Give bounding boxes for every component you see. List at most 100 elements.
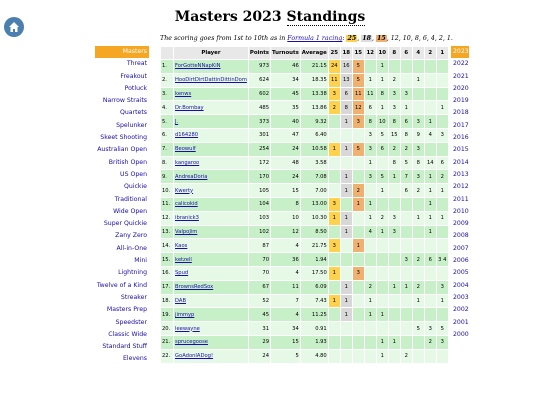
player-link[interactable]: HooDirtDirtDattinDittinDom xyxy=(175,77,247,84)
placement-count-cell xyxy=(435,59,449,74)
player-link[interactable]: Dr.Bombay xyxy=(175,104,204,111)
nav-item-year[interactable]: 2010 xyxy=(453,207,469,215)
nav-item-year[interactable]: 2020 xyxy=(453,84,469,92)
player-link[interactable]: DAB xyxy=(175,297,187,304)
nav-item-year[interactable]: 2016 xyxy=(453,134,469,142)
placement-count-cell xyxy=(327,334,341,350)
nav-item-year[interactable]: 2001 xyxy=(453,318,469,326)
placement-count-cell xyxy=(375,252,389,267)
placement-count-cell: 1 xyxy=(327,293,341,309)
placement-count-cell: 3 xyxy=(435,334,449,350)
turnouts-cell: 24 xyxy=(270,141,301,157)
placement-count-cell: 1 xyxy=(375,334,389,350)
nav-item-tournament[interactable]: Zany Zero xyxy=(115,232,147,240)
nav-item-tournament[interactable]: Streaker xyxy=(120,293,147,301)
nav-item-year[interactable]: 2019 xyxy=(453,97,469,105)
nav-item-tournament[interactable]: British Open xyxy=(108,158,147,166)
nav-item-year[interactable]: 2014 xyxy=(453,158,469,166)
player-link[interactable]: sprucegoose xyxy=(175,339,208,346)
player-cell: BrownsRedSox xyxy=(173,279,249,295)
nav-item-year[interactable]: 2011 xyxy=(453,195,469,203)
player-cell: ibranick3 xyxy=(173,210,249,226)
placement-count-cell xyxy=(399,293,413,309)
player-link[interactable]: jimmyp xyxy=(175,311,195,318)
placement-count-cell xyxy=(339,321,353,336)
player-link[interactable]: calicokid xyxy=(175,201,198,208)
nav-item-year[interactable]: 2007 xyxy=(453,244,469,252)
nav-item-tournament[interactable]: Elevens xyxy=(122,355,147,363)
nav-item-tournament[interactable]: Traditional xyxy=(114,195,147,203)
player-link[interactable]: GoAdonIADog! xyxy=(175,353,214,360)
nav-item-year[interactable]: 2017 xyxy=(453,121,469,129)
nav-item-tournament[interactable]: Quickie xyxy=(123,183,147,191)
nav-item-tournament[interactable]: Masters Prep xyxy=(106,306,147,314)
average-cell: 4.80 xyxy=(299,348,329,364)
nav-item-year[interactable]: 2023 xyxy=(451,46,469,59)
nav-item-year[interactable]: 2000 xyxy=(453,330,469,338)
formula1-link[interactable]: Formula 1 racing xyxy=(287,35,343,42)
player-link[interactable]: ibranick3 xyxy=(175,215,199,222)
rank-cell: 5. xyxy=(160,114,174,129)
nav-item-tournament[interactable]: Mini xyxy=(134,257,147,265)
nav-item-year[interactable]: 2009 xyxy=(453,220,469,228)
placement-count-cell xyxy=(363,334,377,350)
player-link[interactable]: VaIpoJim xyxy=(175,228,198,235)
nav-item-tournament[interactable]: Quartets xyxy=(119,109,147,117)
nav-item-tournament[interactable]: Spelunker xyxy=(116,121,147,129)
player-link[interactable]: kangaroo xyxy=(175,159,200,166)
nav-item-year[interactable]: 2006 xyxy=(453,257,469,265)
table-row: 9. AndreaDoria 170 24 7.08 1 3 5 1 7 3 1 2 xyxy=(160,169,449,185)
player-link[interactable]: d164280 xyxy=(175,132,199,139)
turnouts-cell: 15 xyxy=(270,334,301,350)
nav-item-year[interactable]: 2003 xyxy=(453,293,469,301)
player-link[interactable]: J. xyxy=(175,118,179,125)
player-link[interactable]: leewayne xyxy=(175,325,200,332)
nav-item-tournament[interactable]: Wide Open xyxy=(113,207,147,215)
player-link[interactable]: kenws xyxy=(175,90,192,97)
placement-count-cell: 10 xyxy=(375,114,389,129)
nav-item-year[interactable]: 2004 xyxy=(453,281,469,289)
player-link[interactable]: Kaos xyxy=(175,242,188,249)
player-link[interactable]: BrownsRedSox xyxy=(175,284,214,291)
nav-item-tournament[interactable]: Classic Wide xyxy=(108,330,147,338)
nav-item-year[interactable]: 2021 xyxy=(453,72,469,80)
placement-count-cell xyxy=(411,238,425,254)
placement-count-cell: 1 xyxy=(387,279,401,295)
player-link[interactable]: ketzell xyxy=(175,256,192,263)
placement-count-cell: 8 xyxy=(387,155,401,171)
nav-item-tournament[interactable]: Twelve of a Kind xyxy=(96,281,147,289)
nav-item-tournament[interactable]: Potluck xyxy=(124,84,147,92)
nav-item-tournament[interactable]: US Open xyxy=(120,170,147,178)
points-cell: 102 xyxy=(247,224,272,240)
nav-item-tournament[interactable]: Speedster xyxy=(115,318,147,326)
nav-item-tournament[interactable]: All-in-One xyxy=(116,244,147,252)
home-button[interactable] xyxy=(4,17,24,37)
nav-item-tournament[interactable]: Super Quickie xyxy=(103,220,147,228)
nav-item-tournament[interactable]: Threat xyxy=(126,60,147,68)
nav-item-tournament[interactable]: Freakout xyxy=(120,72,147,80)
placement-count-cell: 6 xyxy=(363,100,377,116)
nav-item-year[interactable]: 2005 xyxy=(453,269,469,277)
nav-item-tournament[interactable]: Narrow Straits xyxy=(102,97,147,105)
player-link[interactable]: ForGotteNNapKiN xyxy=(175,63,221,70)
nav-item-tournament[interactable]: Skeet Shooting xyxy=(100,134,147,142)
player-link[interactable]: Spud xyxy=(175,270,189,277)
nav-item-year[interactable]: 2015 xyxy=(453,146,469,154)
nav-item-tournament[interactable]: Australian Open xyxy=(97,146,147,154)
player-link[interactable]: AndreaDoria xyxy=(175,173,208,180)
placement-count-cell xyxy=(399,307,413,323)
player-link[interactable]: Kwerty xyxy=(175,187,194,194)
nav-item-year[interactable]: 2013 xyxy=(453,170,469,178)
nav-item-tournament[interactable]: Standard Stuff xyxy=(102,343,147,351)
nav-item-year[interactable]: 2012 xyxy=(453,183,469,191)
subtitle-rest: , 12, 10, 8, 6, 4, 2, 1. xyxy=(386,35,453,42)
nav-item-year[interactable]: 2022 xyxy=(453,60,469,68)
nav-item-tournament[interactable]: Lightning xyxy=(118,269,147,277)
nav-item-year[interactable]: 2018 xyxy=(453,109,469,117)
nav-item-year[interactable]: 2002 xyxy=(453,306,469,314)
nav-item-year[interactable]: 2008 xyxy=(453,232,469,240)
rank-cell: 2. xyxy=(160,72,174,88)
nav-item-tournament[interactable]: Masters xyxy=(95,46,149,59)
placement-count-cell xyxy=(423,279,437,295)
player-link[interactable]: Beowulf xyxy=(175,146,196,153)
